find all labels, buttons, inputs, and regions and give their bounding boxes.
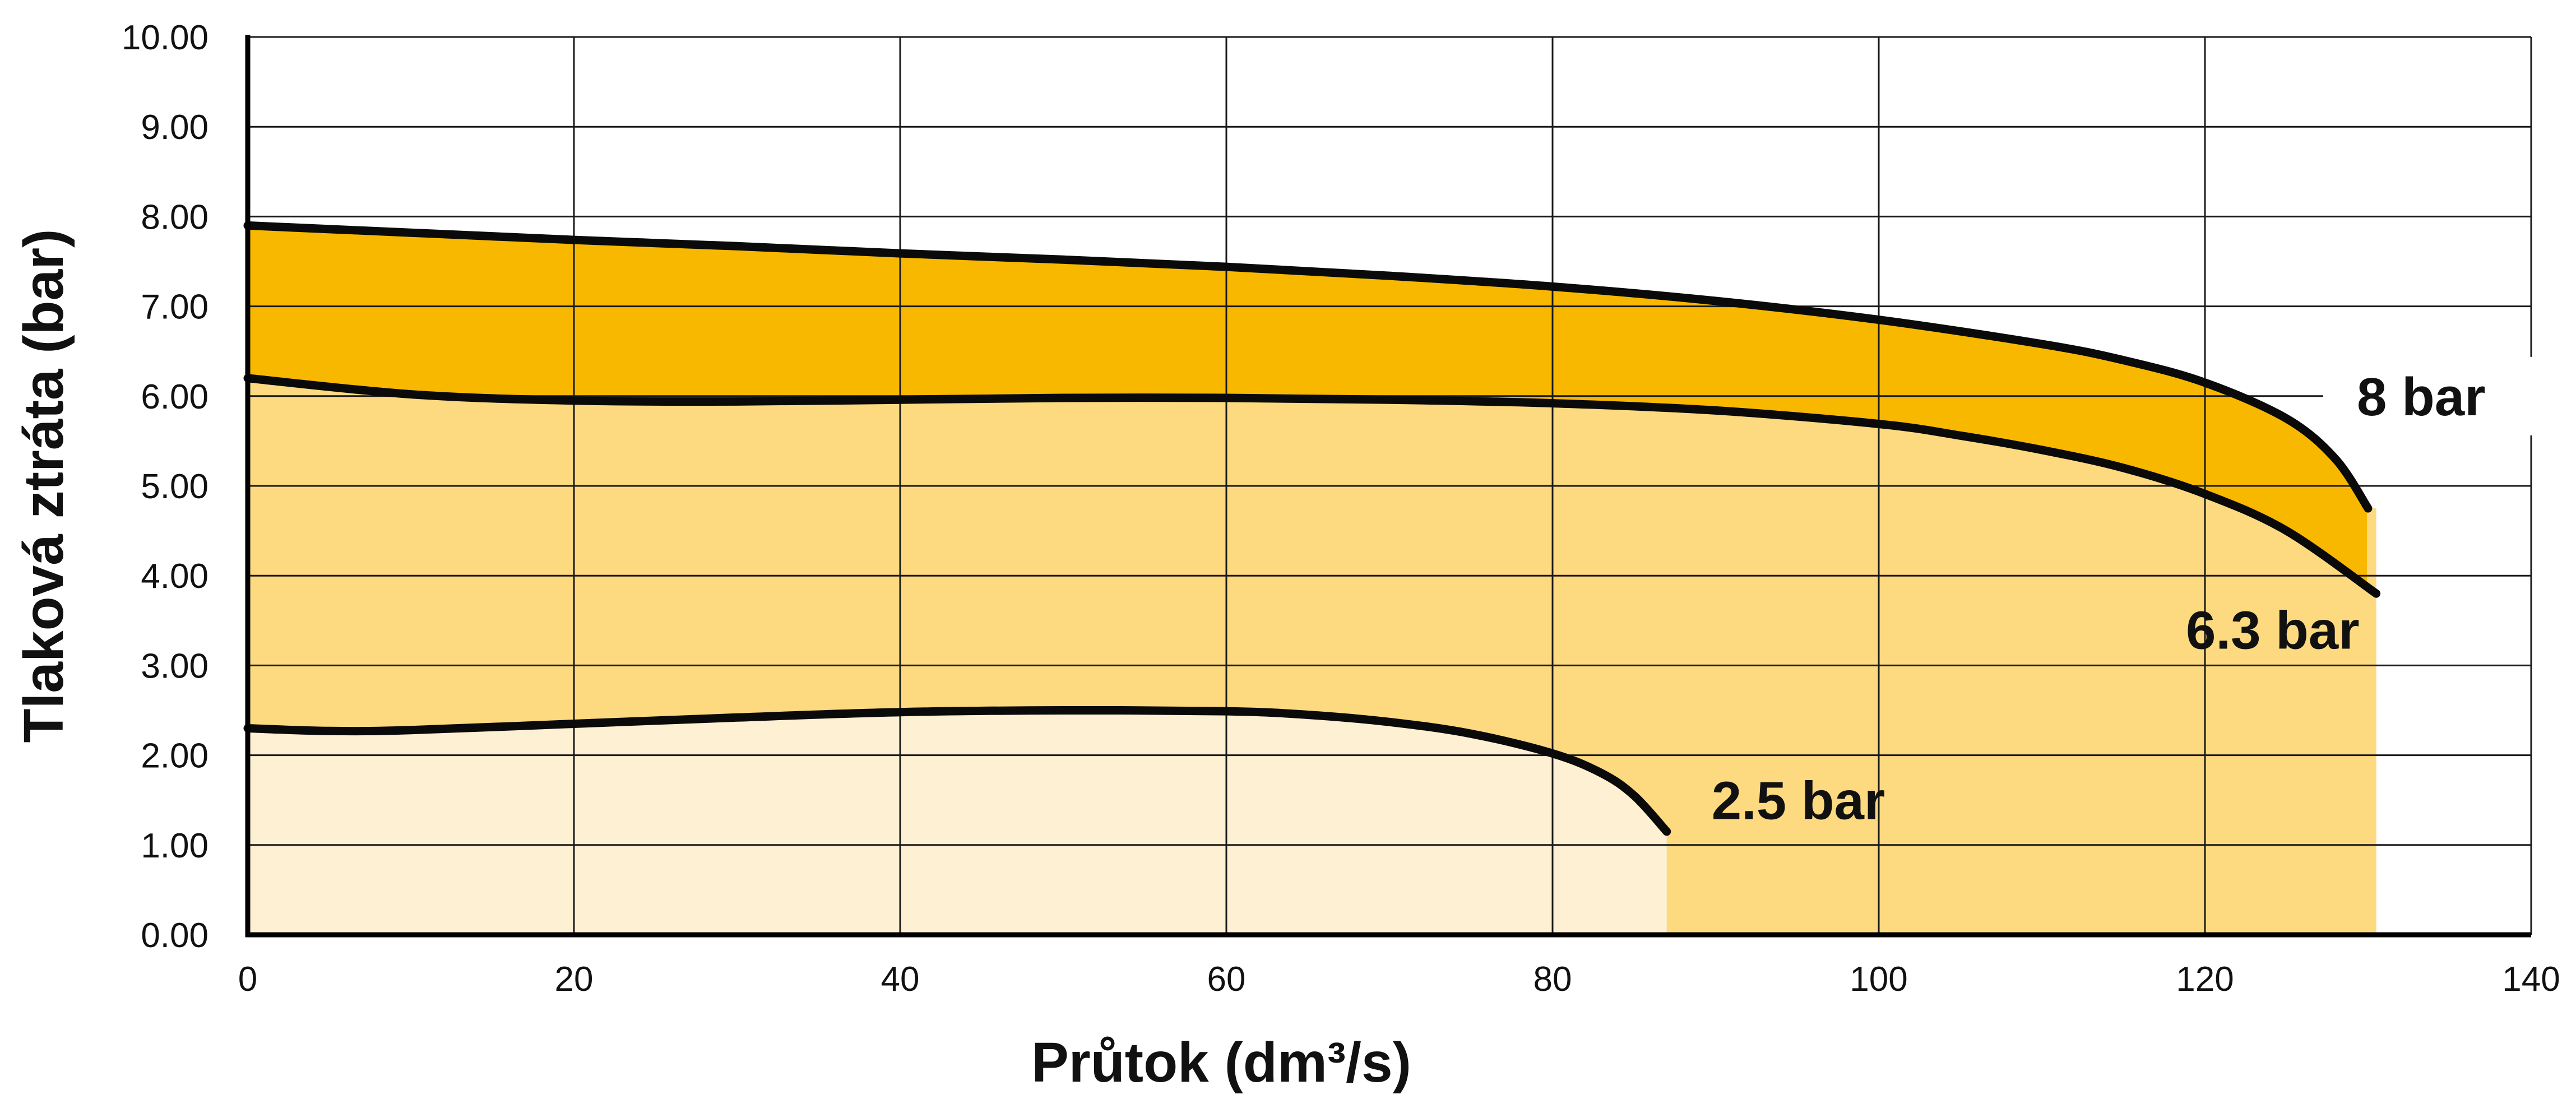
band-2-5-bar — [248, 710, 1667, 935]
x-tick-label: 120 — [2176, 960, 2234, 999]
y-tick-label: 5.00 — [141, 467, 209, 506]
x-axis-title: Průtok (dm³/s) — [1031, 1031, 1411, 1094]
y-tick-label: 3.00 — [141, 647, 209, 685]
curve-6-3-bar — [243, 374, 2381, 598]
x-tick-label: 100 — [1850, 960, 1907, 999]
y-tick-label: 9.00 — [141, 108, 209, 147]
y-tick-label: 1.00 — [141, 827, 209, 865]
y-tick-label: 7.00 — [141, 288, 209, 327]
x-tick-label: 0 — [238, 960, 257, 999]
label-8-bar: 8 bar — [2357, 367, 2485, 427]
band-6-3-bar-tail — [2367, 508, 2376, 935]
curve-2-5-bar — [243, 706, 1671, 836]
grid-lines — [247, 36, 2532, 936]
x-tick-label: 80 — [1533, 960, 1572, 999]
curve-lines — [243, 221, 2381, 836]
axes — [245, 35, 2531, 938]
y-axis-title: Tlaková ztráta (bar) — [12, 229, 75, 743]
x-tick-label: 20 — [555, 960, 594, 999]
y-tick-label: 8.00 — [141, 198, 209, 236]
area-bands — [248, 225, 2376, 935]
y-tick-label: 6.00 — [141, 378, 209, 416]
y-tick-labels: 0.00 1.00 2.00 3.00 4.00 5.00 6.00 7.00 8.00 9.00… — [122, 18, 209, 955]
y-tick-label: 10.00 — [122, 18, 209, 57]
label-8-bar-background — [2323, 356, 2547, 435]
x-tick-labels: 0 20 40 60 80 100 120 140 — [238, 960, 2560, 999]
y-tick-label: 2.00 — [141, 737, 209, 776]
curve-labels: 8 bar 6.3 bar 2.5 bar — [1712, 356, 2547, 831]
label-2-5-bar: 2.5 bar — [1712, 771, 1885, 831]
y-tick-label: 0.00 — [141, 916, 209, 955]
curve-8-bar — [243, 221, 2373, 513]
x-tick-label: 60 — [1207, 960, 1246, 999]
x-tick-label: 40 — [881, 960, 920, 999]
y-tick-label: 4.00 — [141, 557, 209, 596]
label-6-3-bar: 6.3 bar — [2186, 600, 2360, 660]
x-tick-label: 140 — [2502, 960, 2560, 999]
